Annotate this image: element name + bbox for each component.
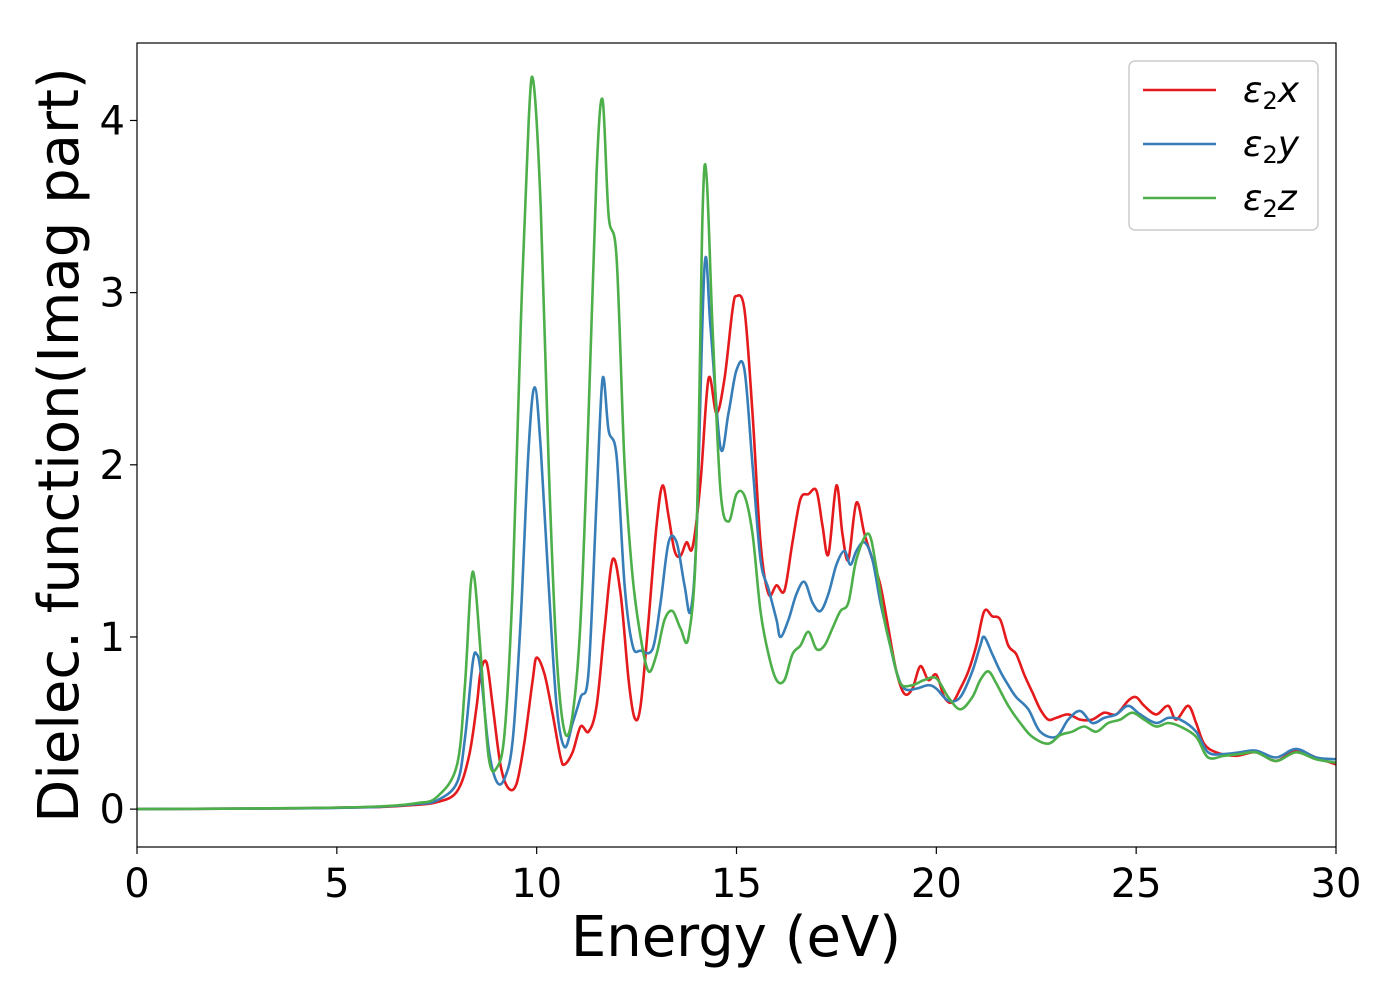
x-tick-label: 30 <box>1311 861 1362 907</box>
legend-label-y: ε2y <box>1243 124 1300 169</box>
x-tick-label: 20 <box>911 861 962 907</box>
legend-label-x: ε2x <box>1243 70 1300 115</box>
y-tick-label: 0 <box>100 787 125 833</box>
x-tick-label: 5 <box>324 861 349 907</box>
y-tick-label: 1 <box>100 615 125 661</box>
series-line-z <box>137 75 1336 811</box>
series-layer <box>137 75 1336 811</box>
y-tick-label: 4 <box>100 98 125 144</box>
x-tick-label: 0 <box>124 861 149 907</box>
x-tick-label: 10 <box>511 861 562 907</box>
legend-label-z: ε2z <box>1243 178 1298 223</box>
y-tick-label: 2 <box>100 443 125 489</box>
x-axis: 0 5 10 15 20 25 30 <box>124 847 1361 907</box>
y-axis: 0 1 2 3 4 <box>100 98 137 833</box>
series-line-x <box>137 294 1336 811</box>
x-tick-label: 25 <box>1111 861 1162 907</box>
legend: ε2x ε2y ε2z <box>1128 60 1319 231</box>
series-line-y <box>137 255 1336 811</box>
x-axis-title: Energy (eV) <box>571 905 901 970</box>
y-axis-title: Dielec. function(Imag part) <box>27 67 92 823</box>
y-tick-label: 3 <box>100 271 125 317</box>
x-tick-label: 15 <box>711 861 762 907</box>
legend-box <box>1128 60 1319 231</box>
